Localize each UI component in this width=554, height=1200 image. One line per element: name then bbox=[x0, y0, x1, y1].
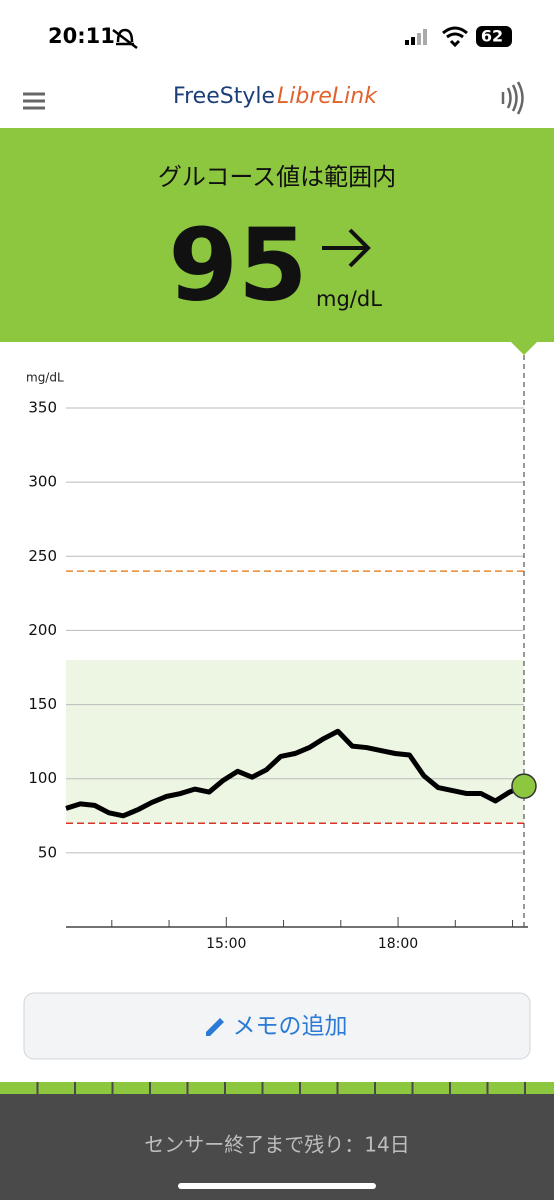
signal-icon bbox=[405, 29, 427, 45]
menu-button[interactable] bbox=[23, 92, 45, 110]
x-tick-label: 15:00 bbox=[206, 936, 246, 952]
progress-divider bbox=[36, 1082, 39, 1094]
progress-divider bbox=[224, 1082, 226, 1094]
scan-icon[interactable] bbox=[501, 81, 524, 115]
cursor-marker bbox=[511, 342, 537, 355]
y-tick-label: 50 bbox=[38, 843, 57, 861]
add-note-button[interactable] bbox=[23, 992, 531, 1060]
trend-arrow bbox=[322, 228, 371, 268]
progress-divider bbox=[74, 1082, 76, 1094]
progress-divider bbox=[299, 1082, 301, 1094]
x-tick-label: 18:00 bbox=[378, 936, 418, 952]
reading-panel bbox=[0, 128, 554, 342]
progress-divider bbox=[449, 1082, 451, 1094]
battery-icon bbox=[476, 26, 512, 47]
add-note-label: メモの追加 bbox=[233, 1014, 348, 1040]
target-range bbox=[66, 660, 524, 824]
silent-icon bbox=[112, 28, 138, 49]
reading-unit: mg/dL bbox=[316, 287, 382, 311]
y-tick-label: 300 bbox=[28, 473, 57, 491]
y-tick-label: 250 bbox=[28, 547, 57, 565]
brand-librelink: LibreLink bbox=[277, 84, 378, 109]
home-indicator bbox=[178, 1183, 376, 1189]
progress-divider bbox=[374, 1082, 376, 1094]
y-tick-label: 150 bbox=[28, 695, 57, 713]
progress-divider bbox=[486, 1082, 489, 1094]
brand-freestyle: FreeStyle bbox=[173, 84, 275, 109]
battery-level: 62 bbox=[481, 27, 503, 46]
pencil-icon bbox=[206, 1018, 224, 1036]
y-axis-label: mg/dL bbox=[26, 371, 64, 385]
y-tick-label: 350 bbox=[28, 399, 57, 417]
progress-divider bbox=[186, 1082, 189, 1094]
reading-value: 95 bbox=[168, 206, 307, 323]
progress-divider bbox=[336, 1082, 339, 1094]
reading-status: グルコース値は範囲内 bbox=[158, 163, 396, 191]
glucose-line bbox=[65, 728, 525, 819]
sensor-remaining: センサー終了まで残り：14日 bbox=[144, 1133, 409, 1157]
progress-divider bbox=[411, 1082, 414, 1094]
progress-divider bbox=[111, 1082, 114, 1094]
progress-divider bbox=[524, 1082, 526, 1094]
progress-divider bbox=[261, 1082, 264, 1094]
current-point bbox=[511, 773, 537, 799]
y-tick-label: 100 bbox=[28, 769, 57, 787]
clock: 20:11 bbox=[48, 24, 115, 48]
y-tick-label: 200 bbox=[28, 621, 57, 639]
footer bbox=[0, 1094, 554, 1200]
sensor-progress bbox=[0, 1082, 554, 1094]
chart: 50 100 150 200 250 300 350 15:00 18:00 bbox=[28, 355, 537, 952]
progress-divider bbox=[149, 1082, 151, 1094]
wifi-icon bbox=[442, 26, 468, 48]
